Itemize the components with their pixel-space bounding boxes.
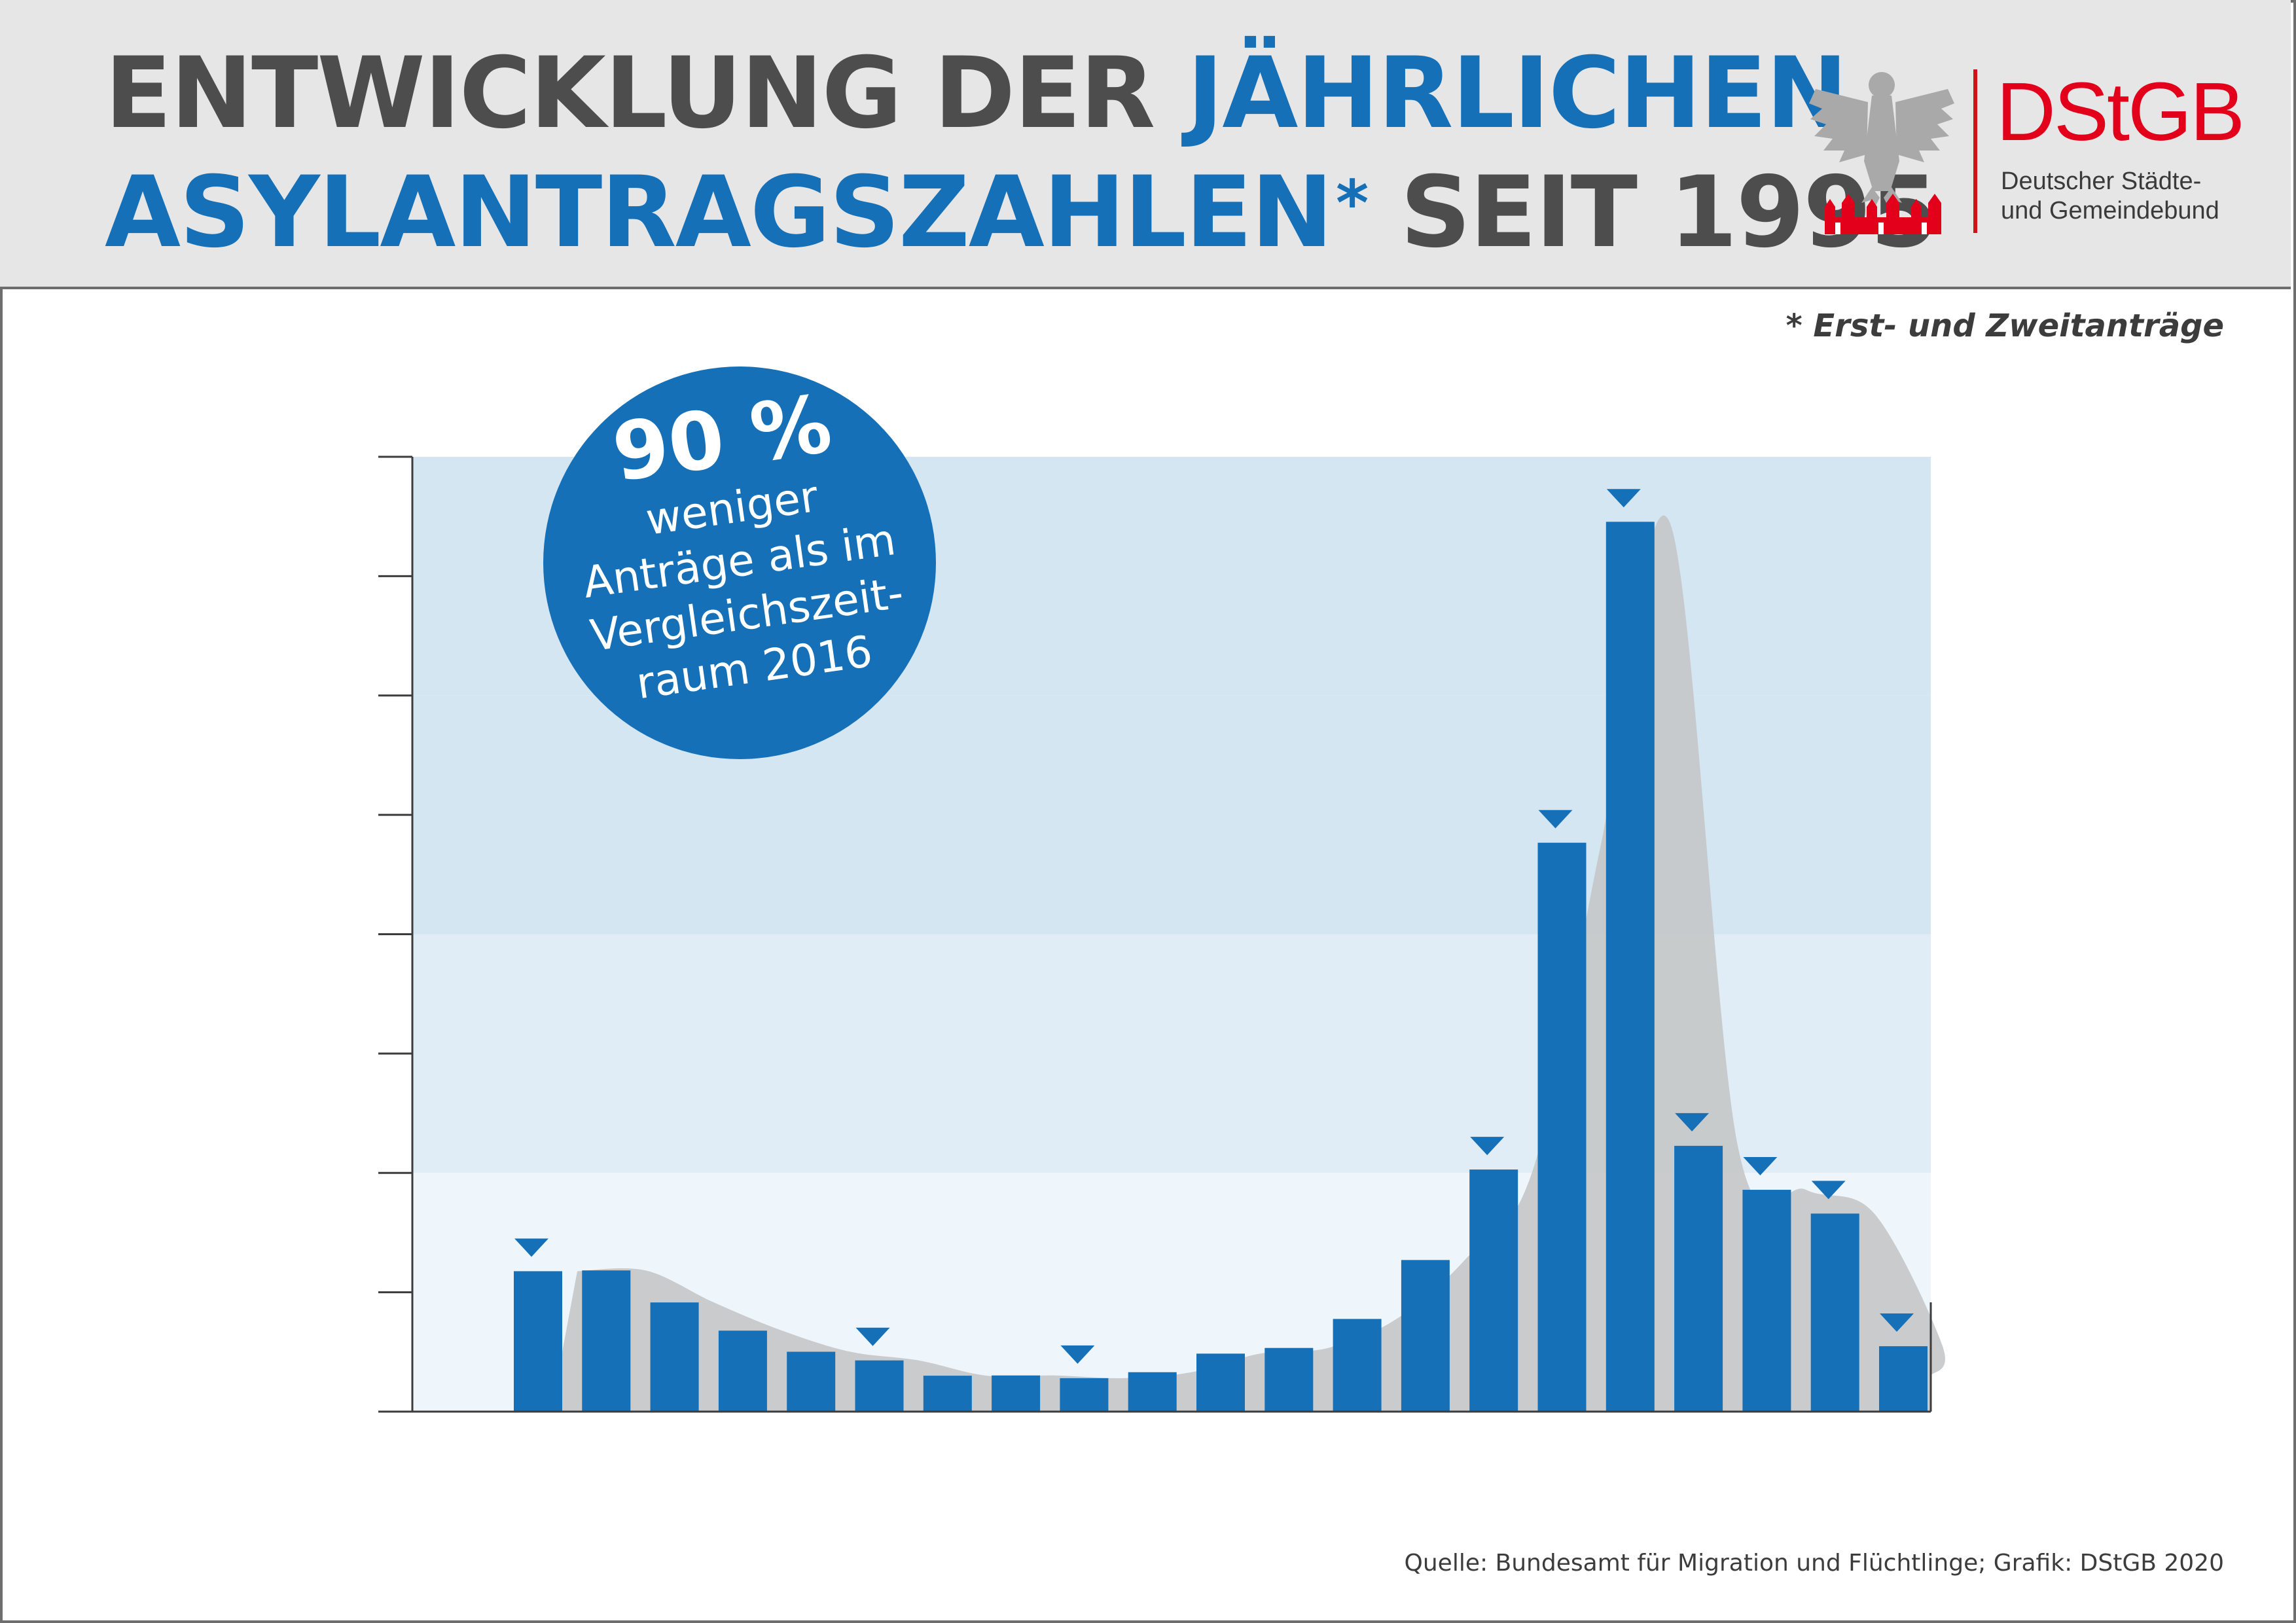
bar-2011 [1265, 1347, 1314, 1412]
logo-divider [1973, 69, 1977, 233]
bar-2010 [1196, 1353, 1245, 1412]
bar-2013 [1401, 1260, 1450, 1412]
bar-2018 [1742, 1190, 1791, 1412]
percent-badge: 90 % weniger Anträge als im Vergleichsze… [543, 366, 936, 759]
bar-2003 [718, 1330, 767, 1412]
bars [514, 522, 1928, 1412]
dstgb-logo: DStGB Deutscher Städte- und Gemeindebund [1806, 63, 2245, 240]
bar-2001 [582, 1270, 631, 1412]
logo-wordmark: DStGB [1996, 65, 2245, 158]
bar-2016 [1605, 522, 1655, 1412]
bar-2008 [1060, 1378, 1109, 1412]
bar-2006 [923, 1376, 972, 1412]
bar-2004 [787, 1351, 836, 1412]
header-banner: ENTWICKLUNG DER JÄHRLICHEN ASYLANTRAGSZA… [0, 0, 2291, 289]
label-pointer [1470, 1137, 1505, 1156]
bar-2019 [1810, 1213, 1859, 1412]
bar-2014 [1469, 1169, 1518, 1412]
label-pointer [514, 1238, 548, 1257]
logo-subtitle-line2: und Gemeindebund [2001, 197, 2219, 224]
badge-circle [543, 366, 936, 759]
bar-2012 [1333, 1319, 1382, 1412]
source-note: Quelle: Bundesamt für Migration und Flüc… [1404, 1550, 2224, 1577]
label-pointer [1060, 1345, 1095, 1364]
label-pointer [1675, 1113, 1710, 1132]
bar-2009 [1128, 1372, 1177, 1412]
bar-2005 [855, 1360, 904, 1412]
trend-area [551, 515, 1945, 1412]
page-title-line2: ASYLANTRAGSZAHLEN* SEIT 1995 [105, 156, 1939, 270]
bar-01–06-2020 [1879, 1346, 1928, 1412]
logo-subtitle-line1: Deutscher Städte- [2001, 168, 2202, 195]
bar-2000 [514, 1271, 562, 1412]
bar-2017 [1674, 1145, 1723, 1412]
federal-eagle-icon [1809, 72, 1954, 234]
label-pointer [855, 1327, 890, 1346]
label-pointer [1606, 489, 1641, 508]
bar-2002 [650, 1302, 699, 1412]
x-axis [412, 1302, 1932, 1413]
bar-2015 [1537, 842, 1587, 1412]
page-title-line1: ENTWICKLUNG DER JÄHRLICHEN [105, 37, 1848, 151]
data-labels [514, 489, 1914, 1364]
label-pointer [1538, 810, 1573, 829]
label-pointer [1743, 1157, 1778, 1176]
y-axis [378, 455, 414, 1413]
footnote: * Erst- und Zweitanträge [1785, 308, 2224, 344]
label-pointer [1811, 1181, 1846, 1200]
bar-2007 [992, 1375, 1041, 1412]
label-pointer [1880, 1313, 1914, 1332]
